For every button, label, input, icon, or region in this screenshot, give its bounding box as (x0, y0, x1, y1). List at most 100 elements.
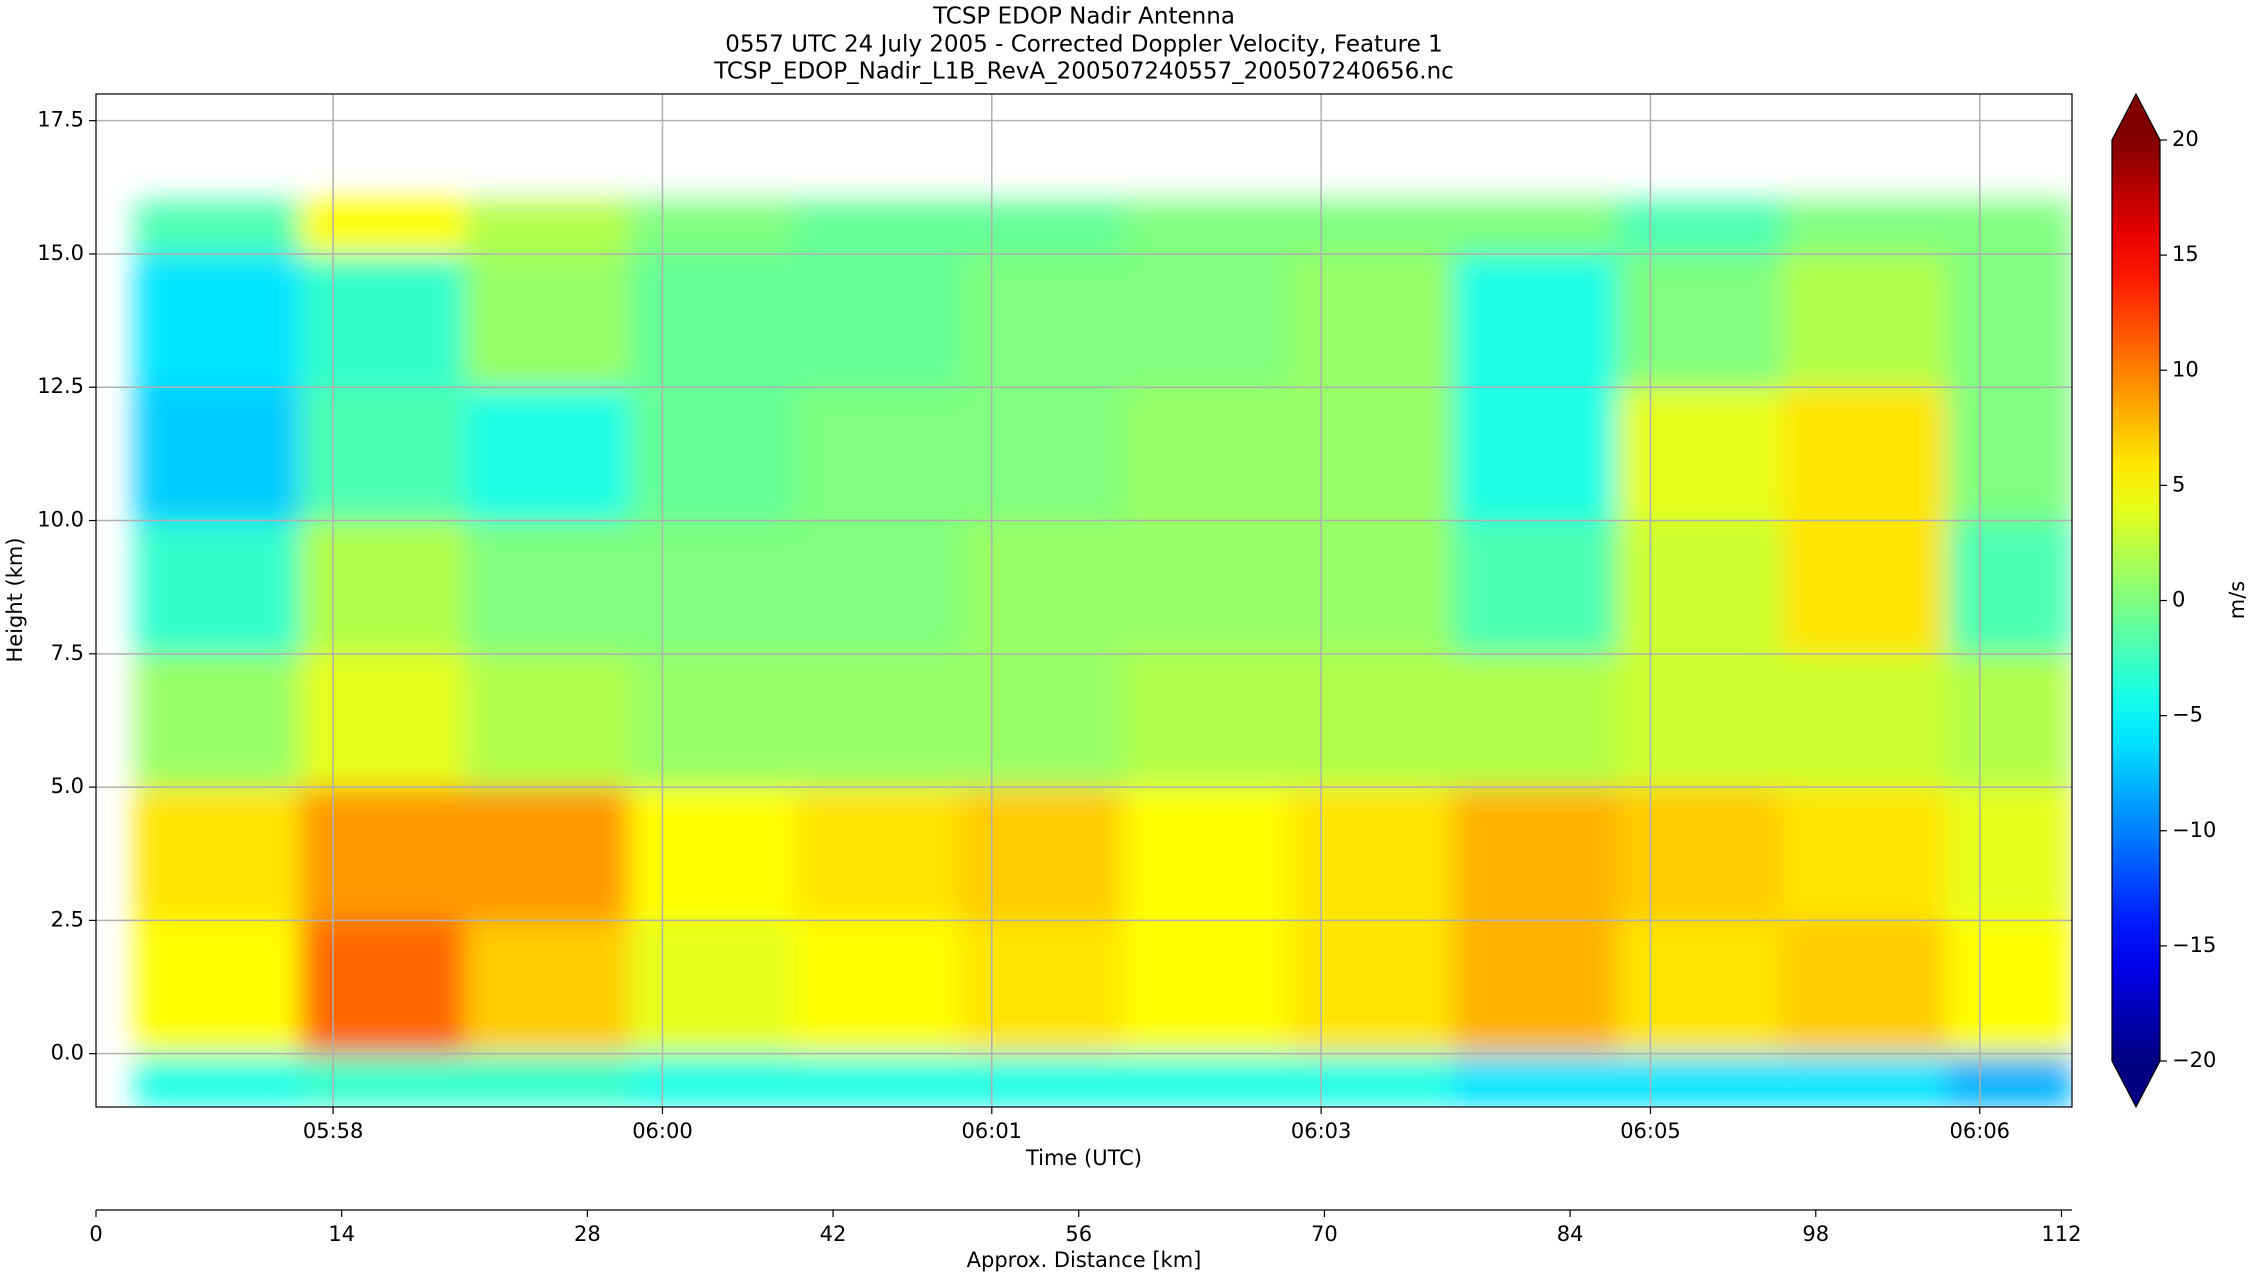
heat-cell (1782, 1053, 1948, 1107)
heat-cell (300, 653, 466, 788)
heat-cell (1782, 200, 1948, 255)
heat-cell (1452, 787, 1619, 921)
x-tick-label: 05:58 (303, 1119, 364, 1143)
heat-cell (958, 920, 1125, 1055)
heat-cell (1288, 1053, 1454, 1107)
heat-cell (300, 787, 466, 921)
heat-cell (1288, 253, 1454, 388)
heat-cell (1452, 387, 1619, 522)
heat-cell (300, 253, 466, 388)
heat-cell (1946, 920, 2072, 1055)
x2-tick-label: 14 (328, 1222, 355, 1246)
y-tick-label: 15.0 (37, 241, 84, 265)
x2-tick-label: 56 (1065, 1222, 1092, 1246)
heat-cell (464, 387, 631, 522)
colorbar-tick-label: −15 (2172, 933, 2216, 957)
heat-cell (135, 200, 301, 255)
heat-cell (958, 787, 1125, 921)
y-tick-label: 12.5 (37, 374, 84, 398)
heat-cell (629, 520, 795, 655)
heat-cell (1452, 920, 1619, 1055)
x2-tick-label: 0 (89, 1222, 102, 1246)
heat-cell (958, 653, 1125, 788)
x-tick-label: 06:03 (1291, 1119, 1352, 1143)
heat-cell (1617, 787, 1783, 921)
heat-cell (794, 1053, 960, 1107)
y-tick-label: 0.0 (51, 1041, 84, 1065)
x-axis-label: Time (UTC) (1025, 1146, 1142, 1170)
overlay: 05:58 06:00 06:01 06:03 06:05 06:06 0.0 2.5 5.0 7… (37, 92, 2216, 1246)
heat-cell (629, 920, 795, 1055)
heat-cell (135, 253, 301, 388)
heat-cell (1288, 653, 1454, 788)
heat-cell (135, 1053, 301, 1107)
heat-cell (1946, 200, 2072, 255)
heat-cell (1946, 653, 2072, 788)
heat-cell (464, 787, 631, 921)
heat-cell (135, 653, 301, 788)
heat-cell (1452, 1053, 1619, 1107)
plot-frame (95, 93, 2073, 1108)
heat-cell (1452, 520, 1619, 655)
heat-cell (629, 387, 795, 522)
heat-cell (1946, 1053, 2072, 1107)
heat-cell (300, 1053, 466, 1107)
heat-cell (1452, 200, 1619, 255)
heat-cell (135, 520, 301, 655)
heat-cell (794, 920, 960, 1055)
heat-cell (794, 787, 960, 921)
x2-tick-label: 84 (1557, 1222, 1584, 1246)
heat-cell (1617, 520, 1783, 655)
heat-cell (794, 387, 960, 522)
x-tick-label: 06:05 (1620, 1119, 1681, 1143)
x2-tick-label: 98 (1802, 1222, 1829, 1246)
colorbar-extend-max (2112, 94, 2160, 140)
heatmap-cells (135, 200, 2072, 1107)
x2-tick-label: 42 (820, 1222, 847, 1246)
heat-cell (629, 787, 795, 921)
heat-cell (1617, 253, 1783, 388)
y-tick-label: 17.5 (37, 108, 84, 132)
heat-cell (958, 387, 1125, 522)
y-tick-label: 10.0 (37, 508, 84, 532)
heat-cell (1782, 787, 1948, 921)
heat-cell (1123, 920, 1289, 1055)
chart-title: TCSP EDOP Nadir Antenna (932, 4, 1235, 30)
colorbar-tick-label: 10 (2172, 357, 2199, 381)
heat-cell (1946, 520, 2072, 655)
heat-cell (464, 1053, 631, 1107)
x-tick-label: 06:00 (632, 1119, 693, 1143)
heat-cell (794, 200, 960, 255)
heat-cell (1617, 200, 1783, 255)
heat-cell (1617, 920, 1783, 1055)
heat-cell (1123, 787, 1289, 921)
colorbar-tick-label: 0 (2172, 588, 2185, 612)
heat-cell (794, 520, 960, 655)
heat-cell (629, 200, 795, 255)
heat-cell (629, 253, 795, 388)
heat-cell (300, 387, 466, 522)
y-axis-label: Height (km) (3, 537, 27, 662)
heat-cell (1288, 387, 1454, 522)
heat-cell (300, 920, 466, 1055)
heat-cell (464, 653, 631, 788)
heat-cell (958, 520, 1125, 655)
heat-cell (1288, 920, 1454, 1055)
heat-cell (1617, 387, 1783, 522)
heat-cell (464, 520, 631, 655)
heat-cell (464, 200, 631, 255)
colorbar-tick-label: 15 (2172, 242, 2199, 266)
chart-filename: TCSP_EDOP_Nadir_L1B_RevA_200507240557_20… (713, 59, 1454, 85)
x-tick-label: 06:01 (962, 1119, 1023, 1143)
heat-cell (1946, 253, 2072, 388)
heat-cell (794, 653, 960, 788)
heat-cell (300, 200, 466, 255)
x2-tick-label: 28 (574, 1222, 601, 1246)
colorbar (2112, 140, 2160, 1061)
heat-cell (1452, 253, 1619, 388)
heat-cell (1123, 253, 1289, 388)
x2-tick-label: 70 (1311, 1222, 1338, 1246)
heat-cell (1123, 520, 1289, 655)
